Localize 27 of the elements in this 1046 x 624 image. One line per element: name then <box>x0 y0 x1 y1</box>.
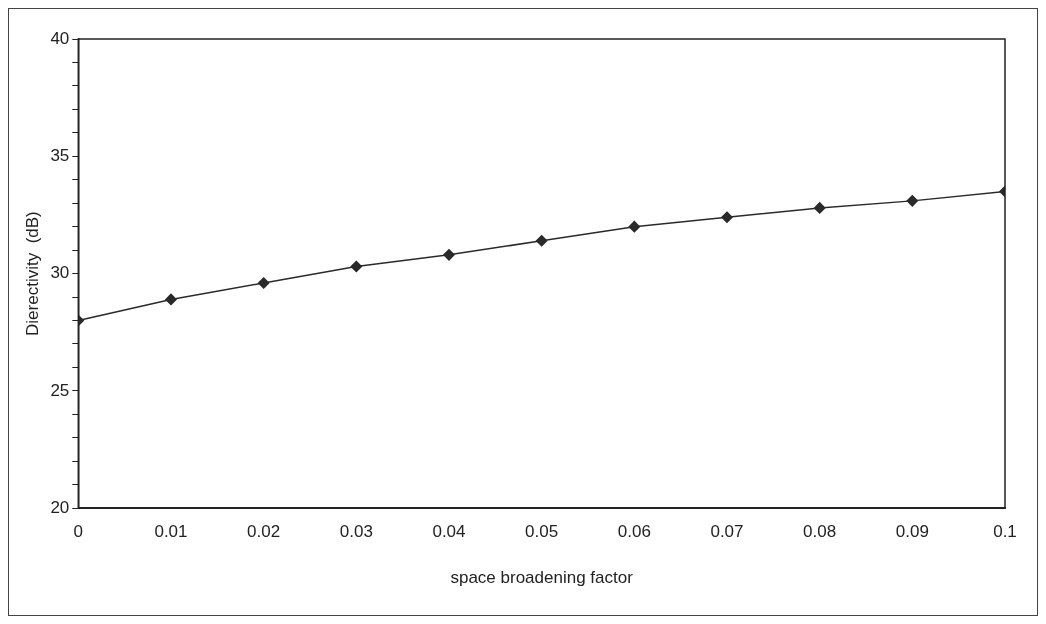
point <box>721 211 733 224</box>
y-tick-label: 20 <box>50 497 70 517</box>
point <box>535 235 548 247</box>
y-tick-label: 35 <box>50 145 70 165</box>
point <box>628 220 641 233</box>
y-axis-title: Dierectivity (dB) <box>22 211 42 336</box>
x-tick-label: 0 <box>73 522 84 542</box>
x-tick-label: 0.04 <box>432 522 466 542</box>
x-tick-label: 0.02 <box>247 522 281 542</box>
point <box>350 260 363 273</box>
x-tick-label: 0.03 <box>339 522 373 542</box>
x-tick-label: 0.09 <box>895 522 929 542</box>
point <box>443 249 455 261</box>
point <box>906 195 919 207</box>
point <box>257 277 270 289</box>
point <box>813 202 826 214</box>
x-tick-label: 0.1 <box>993 522 1017 542</box>
x-tick-label: 0.05 <box>525 522 559 542</box>
x-axis-title: space broadening factor <box>450 568 634 588</box>
x-tick-label: 0.01 <box>154 522 188 542</box>
point <box>165 293 177 306</box>
y-tick-label: 30 <box>50 263 70 283</box>
x-tick-label: 0.07 <box>710 522 744 542</box>
x-tick-label: 0.06 <box>617 522 651 542</box>
y-tick-label: 25 <box>50 380 70 400</box>
x-tick-label: 0.08 <box>803 522 837 542</box>
y-tick-label: 40 <box>50 28 70 48</box>
